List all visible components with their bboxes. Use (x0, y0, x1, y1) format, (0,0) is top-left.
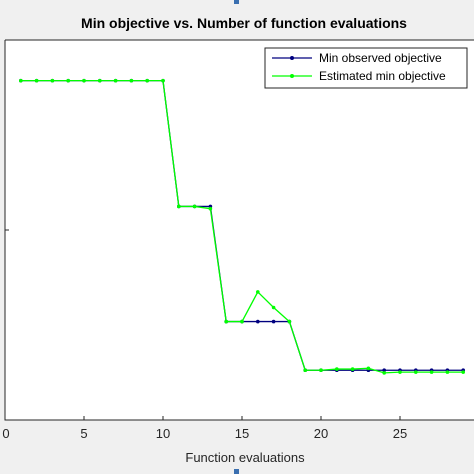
data-point-estimated (429, 370, 434, 374)
data-point-estimated (19, 78, 23, 83)
data-point-estimated (192, 204, 197, 209)
plot-area (5, 40, 474, 420)
x-axis-label: Function evaluations (185, 450, 305, 465)
data-point-estimated (271, 305, 276, 310)
data-point-estimated (303, 368, 308, 373)
tick-layer: 0 5 10 15 20 25 (2, 39, 407, 441)
data-point-estimated (461, 370, 466, 374)
data-point-estimated (240, 319, 244, 324)
x-tick-label: 10 (156, 426, 170, 441)
x-tick-label: 15 (235, 426, 249, 441)
data-point-estimated (34, 78, 39, 83)
data-point-estimated (129, 78, 134, 83)
data-point-estimated (350, 367, 355, 371)
data-point-estimated (414, 370, 418, 374)
x-tick-label: 5 (80, 426, 87, 441)
data-point-estimated (82, 78, 86, 83)
data-point-estimated (287, 319, 292, 324)
data-point-estimated (66, 78, 70, 83)
legend-marker-estimated (290, 74, 294, 78)
data-point-estimated (145, 78, 149, 83)
data-point-estimated (98, 78, 102, 83)
data-point-min-observed (382, 368, 387, 373)
data-point-min-observed (255, 319, 260, 324)
data-point-estimated (177, 204, 181, 209)
legend-label-min-observed: Min observed objective (319, 51, 442, 65)
legend-label-estimated: Estimated min objective (319, 69, 446, 83)
data-point-estimated (161, 78, 165, 83)
data-point-estimated (382, 371, 387, 375)
data-point-estimated (445, 370, 450, 374)
data-point-estimated (208, 206, 213, 211)
data-point-estimated (255, 290, 260, 294)
legend[interactable]: Min observed objective Estimated min obj… (264, 47, 468, 89)
data-point-estimated (50, 78, 55, 83)
data-point-estimated (319, 368, 323, 373)
chart-title: Min objective vs. Number of function eva… (81, 15, 407, 31)
data-point-estimated (113, 78, 118, 83)
data-point-estimated (366, 366, 371, 371)
legend-box (264, 47, 468, 89)
bottom-resize-handle[interactable] (234, 469, 239, 474)
legend-marker-min-observed (290, 56, 294, 60)
data-point-estimated (224, 319, 228, 324)
data-point-estimated (335, 367, 339, 371)
x-tick-label: 0 (2, 426, 9, 441)
x-tick-label: 20 (314, 426, 328, 441)
data-point-estimated (398, 370, 402, 374)
x-tick-label: 25 (393, 426, 407, 441)
series-layer (19, 78, 466, 375)
top-resize-handle[interactable] (234, 0, 239, 4)
data-point-min-observed (271, 319, 276, 324)
axes-border (4, 39, 474, 421)
